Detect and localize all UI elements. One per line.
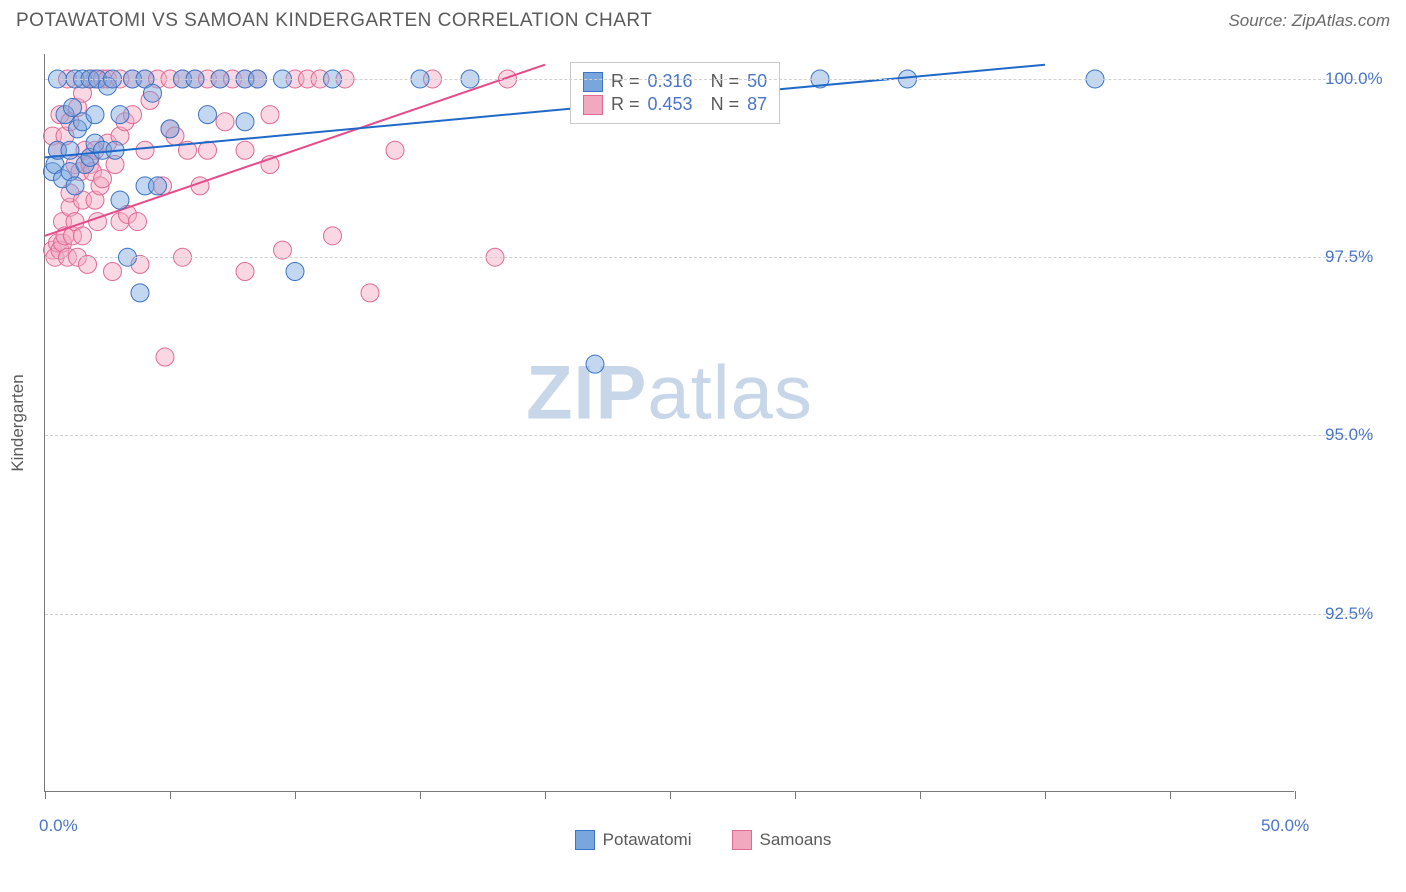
scatter-point-potawatomi: [111, 106, 129, 124]
x-tick: [795, 791, 796, 799]
scatter-point-samoans: [104, 262, 122, 280]
scatter-point-samoans: [236, 262, 254, 280]
y-tick-label: 92.5%: [1325, 604, 1373, 624]
scatter-point-samoans: [156, 348, 174, 366]
plot-region: ZIPatlas R =0.316 N =50R =0.453 N =87 92…: [44, 54, 1294, 792]
y-gridline: [45, 435, 1371, 436]
plot-svg: [45, 54, 1294, 791]
scatter-point-samoans: [94, 170, 112, 188]
legend-label: Samoans: [760, 830, 832, 850]
scatter-point-samoans: [199, 141, 217, 159]
x-tick: [45, 791, 46, 799]
stat-value: 0.453: [648, 94, 693, 115]
source-attribution: Source: ZipAtlas.com: [1228, 11, 1390, 31]
scatter-point-potawatomi: [586, 355, 604, 373]
scatter-point-potawatomi: [131, 284, 149, 302]
scatter-point-samoans: [261, 106, 279, 124]
scatter-point-samoans: [361, 284, 379, 302]
stats-row: R = 0.316 N = 50: [583, 71, 767, 92]
chart-header: POTAWATOMI VS SAMOAN KINDERGARTEN CORREL…: [0, 0, 1406, 36]
scatter-point-samoans: [136, 141, 154, 159]
legend-item: Potawatomi: [575, 830, 692, 850]
stats-row: R = 0.453 N = 87: [583, 94, 767, 115]
x-tick: [920, 791, 921, 799]
stat-value: 87: [747, 94, 767, 115]
y-gridline: [45, 79, 1371, 80]
swatch-icon: [575, 830, 595, 850]
scatter-point-potawatomi: [236, 113, 254, 131]
scatter-point-samoans: [129, 213, 147, 231]
stat-label: N =: [701, 94, 740, 115]
x-tick: [1295, 791, 1296, 799]
stat-label: N =: [701, 71, 740, 92]
swatch-icon: [583, 72, 603, 92]
y-axis-label: Kindergarten: [8, 374, 28, 471]
scatter-point-samoans: [386, 141, 404, 159]
y-tick-label: 95.0%: [1325, 425, 1373, 445]
scatter-point-samoans: [324, 227, 342, 245]
scatter-point-samoans: [236, 141, 254, 159]
x-tick: [1170, 791, 1171, 799]
scatter-point-samoans: [74, 227, 92, 245]
chart-area: Kindergarten ZIPatlas R =0.316 N =50R =0…: [34, 54, 1294, 792]
swatch-icon: [732, 830, 752, 850]
stat-value: 50: [747, 71, 767, 92]
stat-label: R =: [611, 71, 640, 92]
scatter-point-potawatomi: [111, 191, 129, 209]
x-tick: [295, 791, 296, 799]
x-tick: [420, 791, 421, 799]
stats-legend-box: R = 0.316 N = 50 R = 0.453 N = 87: [570, 62, 780, 124]
legend-item: Samoans: [732, 830, 832, 850]
chart-title: POTAWATOMI VS SAMOAN KINDERGARTEN CORREL…: [16, 10, 652, 32]
scatter-point-potawatomi: [66, 177, 84, 195]
scatter-point-potawatomi: [149, 177, 167, 195]
stat-value: 0.316: [648, 71, 693, 92]
x-tick: [170, 791, 171, 799]
scatter-point-potawatomi: [144, 84, 162, 102]
scatter-point-potawatomi: [86, 106, 104, 124]
scatter-point-potawatomi: [161, 120, 179, 138]
y-gridline: [45, 614, 1371, 615]
y-gridline: [45, 257, 1371, 258]
y-tick-label: 100.0%: [1325, 69, 1383, 89]
legend-label: Potawatomi: [603, 830, 692, 850]
scatter-point-potawatomi: [199, 106, 217, 124]
x-tick: [545, 791, 546, 799]
scatter-point-samoans: [216, 113, 234, 131]
swatch-icon: [583, 95, 603, 115]
y-tick-label: 97.5%: [1325, 247, 1373, 267]
stat-label: R =: [611, 94, 640, 115]
x-tick: [670, 791, 671, 799]
series-legend: Potawatomi Samoans: [0, 830, 1406, 850]
scatter-point-potawatomi: [286, 262, 304, 280]
x-tick: [1045, 791, 1046, 799]
